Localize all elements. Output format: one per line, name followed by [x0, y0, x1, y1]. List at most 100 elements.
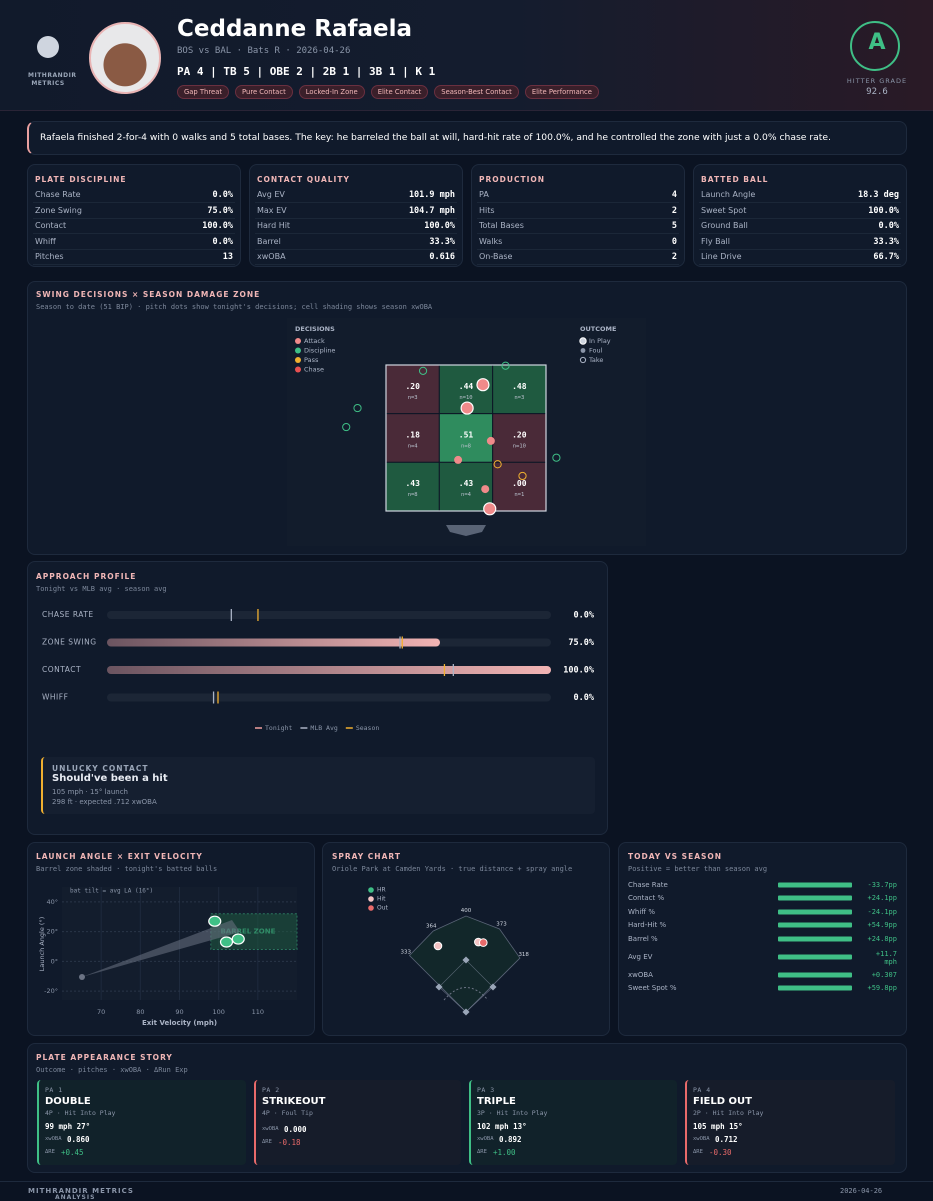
approach-label: CHASE RATE — [42, 610, 94, 619]
zone-cell — [492, 413, 547, 463]
player-line: PA 4 | TB 5 | OBE 2 | 2B 1 | 3B 1 | K 1 — [177, 65, 436, 78]
footer-date: 2026-04-26 — [840, 1187, 883, 1195]
stat-value: 0.0% — [212, 190, 233, 200]
stat-label: Barrel — [257, 236, 281, 246]
pitch — [460, 401, 474, 415]
footer-line — [0, 1181, 933, 1182]
stat-label: Line Drive — [701, 252, 742, 261]
cell-value: .43 — [405, 479, 420, 488]
base — [489, 983, 497, 991]
stat-label: Hits — [479, 205, 495, 215]
pa-contact: 105 mph 15° — [693, 1122, 743, 1131]
stat-value: 2 — [671, 205, 677, 216]
tvs-value: +11.7 mph — [876, 950, 897, 966]
approach-label: ZONE SWING — [42, 638, 97, 647]
batted-ball — [208, 915, 222, 927]
zone-cell — [492, 364, 547, 415]
brand-sub: METRICS — [31, 80, 65, 87]
legend-label: Discipline — [304, 347, 335, 355]
legend-label: Chase — [304, 366, 324, 374]
cell-n: n=10 — [459, 395, 472, 401]
annotation: bat tilt = avg LA (16°) — [70, 888, 153, 895]
tvs-bar — [778, 954, 852, 960]
zone-title: SWING DECISIONS × SEASON DAMAGE ZONE — [36, 290, 261, 299]
tvs-value: +59.8pp — [867, 984, 897, 992]
grade: A — [868, 30, 886, 55]
fence-label: 373 — [496, 922, 507, 928]
legend-dot — [295, 357, 301, 363]
stat-label: xwOBA — [257, 252, 286, 261]
pa-card — [685, 1080, 895, 1165]
zone-border — [385, 364, 547, 512]
y-tick-label: 20° — [46, 928, 58, 936]
fence-label: 400 — [461, 908, 472, 914]
cell-n: n=10 — [513, 444, 526, 450]
cell-value: .20 — [512, 431, 527, 440]
stat-label: PA — [479, 190, 489, 199]
tvs-label: Barrel % — [628, 935, 658, 943]
pa-result: DOUBLE — [45, 1096, 91, 1107]
batted-ball — [231, 933, 245, 945]
pitch — [518, 471, 527, 481]
stat-label: On-Base — [479, 252, 513, 261]
zone-label: BARREL ZONE — [220, 928, 275, 936]
batted-ball — [219, 936, 234, 948]
bat-tilt — [82, 920, 240, 977]
y-tick-label: -20° — [44, 987, 58, 995]
row-sep — [477, 264, 679, 265]
legend-dot — [295, 366, 301, 373]
xwoba-value: 0.892 — [499, 1135, 522, 1144]
row-sep — [699, 248, 901, 250]
pa-pitches: 3P · Hit Into Play — [477, 1109, 548, 1117]
stat-value: 100.0% — [424, 221, 455, 231]
cell-n: n=1 — [514, 492, 524, 498]
legend-label: In Play — [589, 337, 611, 345]
xwoba-value: 0.712 — [715, 1135, 738, 1144]
stat-label: Pitches — [35, 252, 64, 261]
stat-label: Fly Ball — [701, 236, 730, 246]
row-sep — [255, 264, 457, 265]
cell-n: n=4 — [408, 444, 419, 450]
cell-n: n=3 — [408, 395, 418, 401]
footer-brand: MITHRANDIR METRICS — [28, 1187, 134, 1195]
cell-value: .43 — [459, 479, 474, 488]
row-sep — [255, 202, 457, 203]
pa-number: PA 4 — [693, 1086, 711, 1094]
re-label: ΔRE — [477, 1149, 487, 1155]
stat-label: Avg EV — [257, 190, 285, 199]
row-sep — [477, 248, 679, 250]
legend-dot — [295, 347, 301, 354]
legend-label: MLB Avg — [310, 724, 337, 732]
tvs-bar — [778, 895, 852, 901]
re-label: ΔRE — [693, 1149, 703, 1155]
row-sep — [699, 264, 901, 265]
brand: MITHRANDIR — [28, 72, 77, 79]
stat-value: 100.0% — [202, 221, 233, 231]
pa-number: PA 1 — [45, 1086, 63, 1094]
field — [408, 915, 521, 1013]
legend-label: HR — [377, 887, 386, 894]
pa-card — [469, 1080, 677, 1165]
row-sep — [477, 217, 679, 219]
tvs-bar — [778, 985, 852, 991]
pitch — [418, 366, 428, 375]
row-sep — [33, 217, 235, 219]
stat-value: 4 — [671, 190, 677, 200]
legend-label: Out — [377, 905, 389, 912]
legend-dot — [580, 348, 586, 353]
row-sep — [477, 202, 679, 203]
tvs-bar — [778, 936, 852, 942]
tvs-label: Avg EV — [628, 953, 653, 961]
y-tick-label: 0° — [51, 957, 58, 965]
stat-label: Chase Rate — [35, 190, 81, 199]
x-axis-label: Exit Velocity (mph) — [142, 1019, 217, 1027]
legend-label: Hit — [377, 896, 386, 903]
pa-card — [254, 1080, 461, 1165]
callout-box — [41, 757, 595, 814]
tag: Elite Contact — [370, 85, 429, 99]
tag: Season-Best Contact — [434, 85, 519, 99]
stat-value: 5 — [671, 221, 677, 231]
spray-subtitle: Oriole Park at Camden Yards · true dista… — [332, 865, 573, 873]
stat-label: Max EV — [257, 205, 287, 215]
re-value: -0.30 — [709, 1148, 732, 1157]
